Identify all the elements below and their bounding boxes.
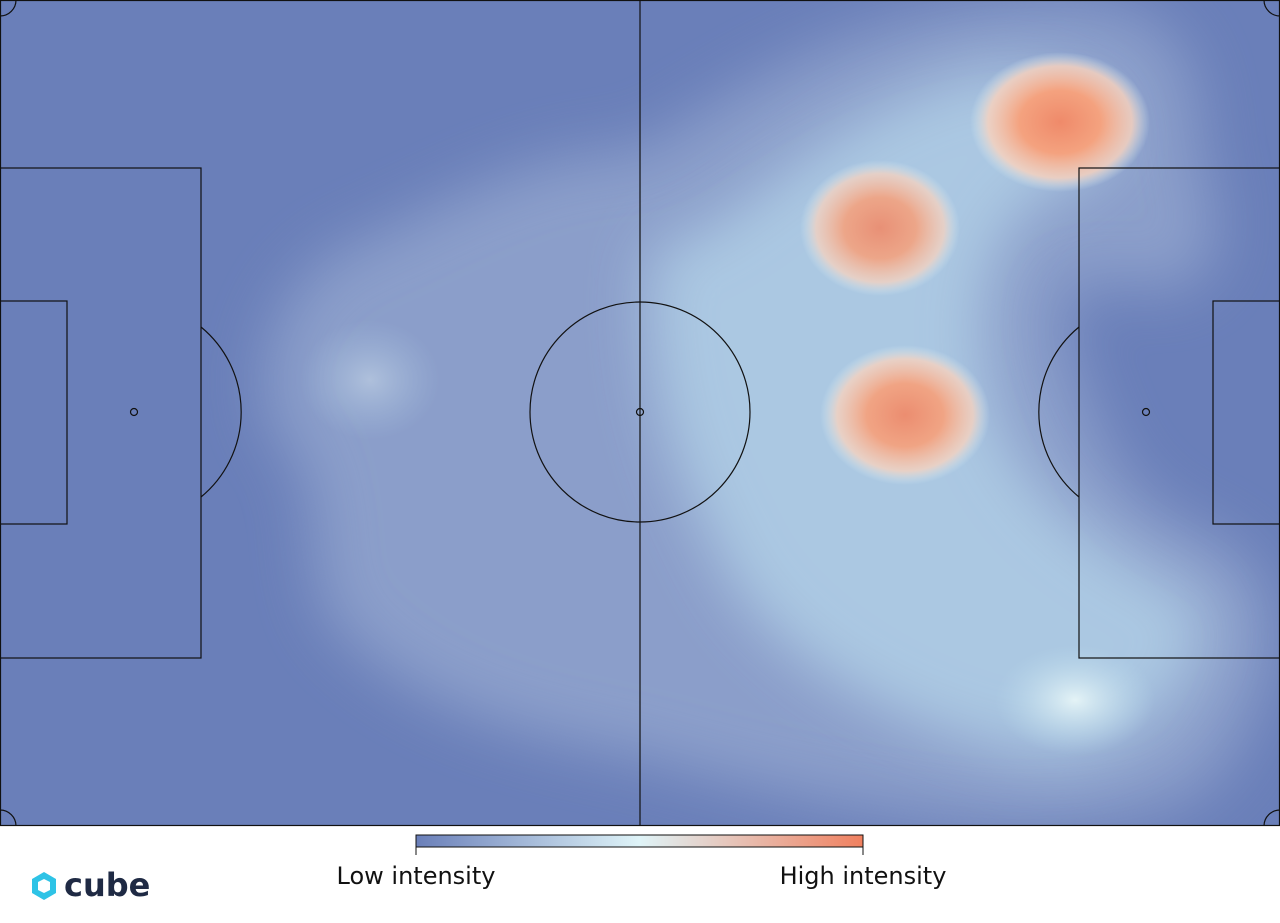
colorbar-high-label: High intensity [780,862,947,890]
heat-spot [800,160,960,296]
heat-spot [300,320,440,440]
colorbar [415,834,864,848]
brand-logo: cube [32,866,150,904]
heat-spot [820,345,990,485]
heat-spot [995,645,1155,755]
brand-text: cube [64,866,150,904]
colorbar-low-label: Low intensity [337,862,496,890]
heat-spot [970,52,1150,192]
heat-layer [264,0,1274,826]
